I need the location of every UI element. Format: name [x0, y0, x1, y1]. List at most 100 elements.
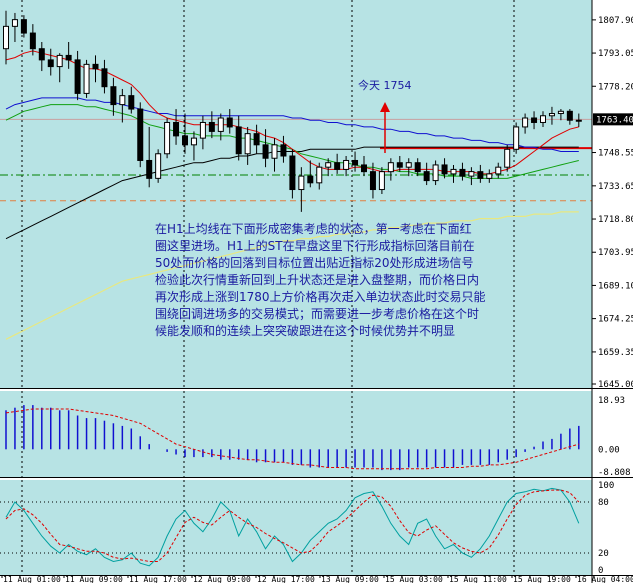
candle-bear — [92, 63, 99, 70]
candle-bear — [352, 159, 359, 166]
time-tick-label: 15 Aug 03:00 — [385, 575, 443, 583]
candle-bear — [566, 110, 573, 121]
candle-bear — [361, 164, 367, 173]
time-axis: 11 Aug 01:00 11 Aug 09:00 11 Aug 17:00 12 A… — [1, 575, 633, 583]
price-tick-label: 1733.65 — [598, 182, 633, 192]
candle-bull — [316, 166, 323, 184]
candle-bull — [387, 162, 394, 173]
candles — [3, 10, 582, 212]
candle-bull — [522, 117, 529, 128]
price-tick-label: 1689.10 — [598, 281, 633, 291]
price-tick-label: 1793.05 — [598, 49, 633, 59]
candle-bull — [450, 168, 457, 175]
macd-bars — [5, 405, 580, 471]
macd-axis: 18.93 0.00 -8.808 — [598, 396, 631, 478]
price-axis: 1807.90 1793.05 1778.20 1763.40 1748.55 1733.… — [592, 16, 633, 390]
candle-bear — [29, 32, 36, 50]
stoch-main-line — [5, 487, 580, 567]
candle-bear — [289, 155, 296, 191]
time-tick-label: 15 Aug 11:00 — [449, 575, 507, 583]
candle-bull — [217, 117, 224, 132]
candle-bull — [432, 164, 439, 182]
candle-bull — [575, 119, 582, 122]
stoch-pane — [0, 480, 592, 575]
candle-bear — [20, 19, 27, 34]
candle-bear — [173, 121, 180, 137]
candle-bull — [56, 54, 63, 68]
annotation-line-4: 检验此次行情重新回到上升状态还是进入盘整期，而价格日内 — [155, 272, 479, 287]
candle-bull — [557, 110, 564, 115]
time-tick-label: 11 Aug 17:00 — [129, 575, 187, 583]
candle-bear — [110, 86, 117, 106]
today-label: 今天 1754 — [358, 78, 412, 92]
candle-bear — [423, 171, 430, 182]
candle-bear — [226, 117, 233, 128]
ma-blue-line — [5, 97, 579, 152]
stoch-tick-label: 100 — [598, 481, 614, 491]
candle-bear — [531, 117, 538, 123]
macd-tick-label: 18.93 — [598, 396, 625, 406]
candle-bear — [459, 168, 466, 177]
today-arrow-group — [380, 102, 390, 153]
candle-bear — [307, 175, 314, 184]
stoch-tick-label: 20 — [598, 549, 609, 559]
candle-bear — [477, 171, 484, 179]
candle-bull — [486, 173, 493, 179]
candle-bull — [298, 175, 305, 191]
candle-bear — [253, 133, 260, 146]
stoch-pane-background — [0, 480, 592, 575]
ma-yellow-line — [5, 211, 579, 340]
price-tick-label: 1778.20 — [598, 82, 633, 92]
candle-bear — [262, 144, 269, 159]
candle-bear — [137, 108, 144, 161]
candle-bear — [441, 164, 448, 175]
time-tick-label: 11 Aug 01:00 — [3, 575, 61, 583]
annotation-line-6: 围绕回调进场多的交易模式；而需要进一步考虑价格在这个时 — [155, 306, 479, 321]
time-tick-label: 12 Aug 17:00 — [257, 575, 315, 583]
candle-bull — [119, 95, 126, 106]
today-arrow-head — [380, 102, 390, 112]
candle-bear — [369, 171, 376, 191]
candle-bear — [128, 95, 135, 110]
candle-bull — [164, 121, 171, 155]
candle-bull — [495, 166, 502, 175]
annotation-line-1: 在H1上均线在下面形成密集考虑的状态，第一考虑在下面红 — [155, 221, 472, 236]
annotation-line-7: 候能发顺和的连续上突突破跟进在这个时候优势并不明显 — [155, 323, 455, 338]
candle-bear — [65, 54, 72, 61]
candle-bull — [513, 126, 520, 150]
price-tick-label: 1718.80 — [598, 215, 633, 225]
candle-bull — [378, 171, 385, 191]
candle-bear — [146, 159, 153, 179]
price-tick-label: 1674.25 — [598, 315, 633, 325]
annotation-block: 在H1上均线在下面形成密集考虑的状态，第一考虑在下面红 圈这里进场。H1上的ST… — [155, 221, 486, 338]
candle-bear — [38, 48, 45, 61]
candle-bull — [548, 113, 555, 117]
annotation-line-5: 再次形成上涨到1780上方价格再次走入单边状态此时交易只能 — [155, 289, 486, 304]
macd-signal-line — [5, 408, 579, 470]
price-tick-label: 1703.95 — [598, 248, 633, 258]
candle-bear — [414, 162, 421, 173]
candle-bull — [540, 115, 546, 123]
candle-bull — [343, 159, 350, 170]
candle-bull — [199, 121, 206, 139]
macd-pane — [0, 391, 592, 477]
candle-bull — [244, 133, 251, 155]
time-tick-label: 16 Aug 04:00 — [577, 575, 633, 583]
stoch-signal-line — [5, 489, 580, 562]
candle-bear — [280, 144, 287, 157]
macd-tick-label: -8.808 — [598, 468, 631, 478]
candle-bear — [235, 126, 242, 155]
candle-bear — [74, 59, 81, 94]
price-tick-label: 1659.35 — [598, 348, 633, 358]
candle-bear — [208, 121, 215, 132]
candle-bull — [190, 137, 197, 146]
current-price-box — [593, 113, 633, 126]
current-price-label: 1763.40 — [596, 115, 633, 125]
time-tick-label: 15 Aug 19:00 — [513, 575, 571, 583]
candle-bull — [83, 63, 90, 94]
candle-bull — [325, 162, 332, 168]
time-tick-label: 13 Aug 09:00 — [321, 575, 379, 583]
annotation-line-3: 50处而价格的回落到目标位置出贴近指标20处形成进场信号 — [155, 255, 474, 270]
